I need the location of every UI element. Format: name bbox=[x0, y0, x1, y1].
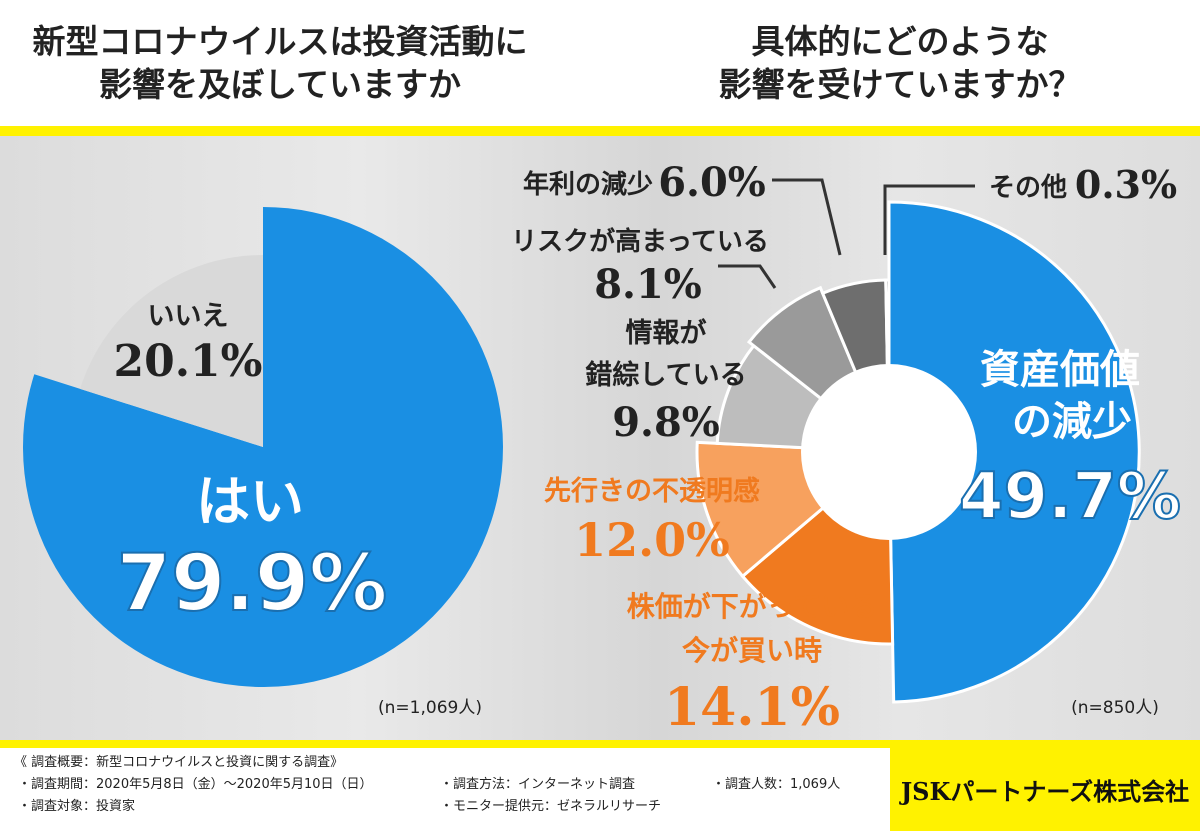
header: 新型コロナウイルスは投資活動に 影響を及ぼしていますか 具体的にどのような 影響… bbox=[0, 0, 1200, 128]
survey-period: ・調査期間：2020年5月8日（金）～2020年5月10日（日） bbox=[18, 777, 373, 792]
label-hai-value: 79.9% bbox=[117, 539, 388, 629]
label-iie: いいえ bbox=[148, 301, 229, 332]
footer: 《 調査概要：新型コロナウイルスと投資に関する調査》 ・調査期間：2020年5月… bbox=[0, 740, 1200, 831]
label-uncertain-value: 12.0% bbox=[574, 513, 730, 567]
label-other-value: 0.3% bbox=[1075, 162, 1177, 207]
leader-line-risk bbox=[718, 264, 777, 289]
donut-hole bbox=[801, 364, 977, 540]
survey-summary: 《 調査概要：新型コロナウイルスと投資に関する調査》 bbox=[14, 755, 344, 770]
label-interest: 年利の減少 bbox=[523, 169, 653, 200]
label-hai: はい bbox=[196, 470, 304, 533]
left-title-line2: 影響を及ぼしていますか bbox=[98, 65, 461, 104]
pie-slice-no bbox=[80, 255, 263, 447]
label-asset-value: 49.7% bbox=[959, 460, 1181, 534]
survey-monitor: ・モニター提供元：ゼネラルリサーチ bbox=[440, 799, 662, 814]
label-n-right: (n=850人) bbox=[1071, 698, 1159, 718]
leader-line-other bbox=[883, 184, 975, 255]
right-title-line2: 影響を受けていますか？ bbox=[718, 65, 1082, 104]
left-title: 新型コロナウイルスは投資活動に 影響を及ぼしていますか bbox=[0, 20, 560, 106]
label-stock-line1: 株価が下がっている bbox=[627, 590, 878, 623]
label-interest-value: 6.0% bbox=[658, 159, 766, 206]
label-stock-line2: 今が買い時 bbox=[682, 634, 822, 667]
header-accent-bar bbox=[0, 126, 1200, 136]
left-pie-chart bbox=[22, 207, 503, 688]
left-title-line1: 新型コロナウイルスは投資活動に bbox=[32, 22, 528, 61]
label-stock-value: 14.1% bbox=[664, 677, 840, 738]
label-n-left: (n=1,069人) bbox=[378, 698, 482, 718]
survey-target: ・調査対象：投資家 bbox=[18, 799, 136, 814]
label-iie-value: 20.1% bbox=[114, 336, 263, 387]
survey-method: ・調査方法：インターネット調査 bbox=[440, 777, 636, 792]
label-info-line2: 錯綜している bbox=[585, 359, 746, 391]
chart-labels: はい 79.9% いいえ 20.1% (n=1,069人) 資産価値 の減少 4… bbox=[114, 159, 1183, 738]
label-risk: リスクが高まっている bbox=[511, 226, 769, 257]
survey-count: ・調査人数：1,069人 bbox=[712, 777, 841, 792]
pie-slice-yes bbox=[22, 207, 503, 688]
right-title: 具体的にどのような 影響を受けていますか？ bbox=[620, 20, 1180, 106]
label-info-line1: 情報が bbox=[626, 317, 707, 349]
label-asset-line1: 資産価値 bbox=[980, 347, 1140, 393]
leader-lines bbox=[718, 178, 975, 289]
company-logo: JSKパートナーズ株式会社 bbox=[890, 748, 1200, 831]
label-asset-line2: の減少 bbox=[1012, 399, 1132, 445]
donut-slice-asset-decrease bbox=[887, 200, 1141, 704]
label-info-value: 9.8% bbox=[612, 399, 720, 446]
label-other: その他 bbox=[989, 173, 1067, 203]
right-title-line1: 具体的にどのような bbox=[751, 22, 1049, 61]
right-donut-chart bbox=[695, 200, 1141, 704]
leader-line-interest bbox=[772, 178, 842, 256]
label-risk-value: 8.1% bbox=[594, 261, 702, 308]
label-uncertain: 先行きの不透明感 bbox=[544, 475, 760, 507]
